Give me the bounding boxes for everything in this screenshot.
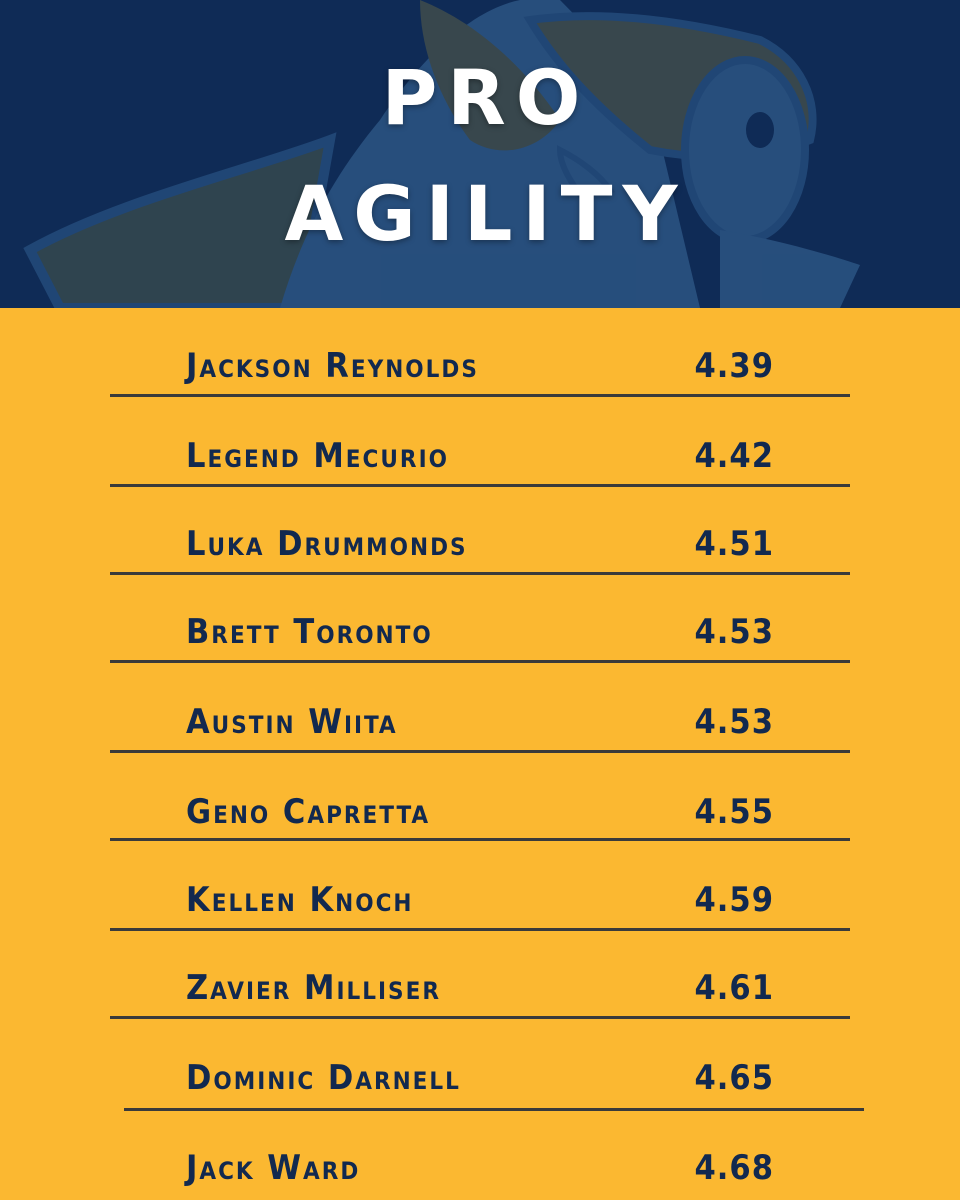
row-divider: [110, 750, 850, 753]
leaderboard-row: Geno Capretta 4.55: [0, 768, 960, 856]
header-banner: PRO AGILITY: [0, 0, 960, 308]
athlete-name: Legend Mecurio: [186, 436, 449, 476]
row-divider: [110, 1016, 850, 1019]
leaderboard-row: Luka Drummonds 4.51: [0, 500, 960, 588]
athlete-name: Dominic Darnell: [186, 1058, 461, 1098]
leaderboard-row: Brett Toronto 4.53: [0, 588, 960, 676]
leaderboard-row: Legend Mecurio 4.42: [0, 412, 960, 500]
athlete-name: Zavier Milliser: [186, 968, 441, 1008]
row-divider: [110, 660, 850, 663]
agility-time: 4.68: [694, 1148, 774, 1188]
title-line-agility: AGILITY: [284, 169, 688, 258]
athlete-name: Jack Ward: [186, 1148, 361, 1188]
athlete-name: Austin Wiita: [186, 702, 398, 742]
agility-time: 4.53: [694, 612, 774, 652]
leaderboard-panel: Jackson Reynolds 4.39 Legend Mecurio 4.42 Lu…: [0, 308, 960, 1200]
row-divider: [110, 484, 850, 487]
agility-time: 4.65: [694, 1058, 774, 1098]
agility-time: 4.39: [694, 346, 774, 386]
leaderboard-row: Zavier Milliser 4.61: [0, 944, 960, 1032]
title-line-pro: PRO: [381, 53, 591, 142]
athlete-name: Luka Drummonds: [186, 524, 468, 564]
athlete-name: Jackson Reynolds: [186, 346, 479, 386]
leaderboard-row: Kellen Knoch 4.59: [0, 856, 960, 944]
agility-time: 4.53: [694, 702, 774, 742]
row-divider: [110, 928, 850, 931]
leaderboard-row: Austin Wiita 4.53: [0, 678, 960, 766]
agility-time: 4.42: [694, 436, 774, 476]
agility-time: 4.61: [694, 968, 774, 1008]
leaderboard-row: Dominic Darnell 4.65: [0, 1034, 960, 1122]
row-divider: [124, 1108, 864, 1111]
athlete-name: Brett Toronto: [186, 612, 433, 652]
row-divider: [110, 572, 850, 575]
hornet-mascot-icon: [0, 0, 960, 308]
athlete-name: Geno Capretta: [186, 792, 431, 832]
leaderboard-row: Jack Ward 4.68: [0, 1124, 960, 1200]
agility-time: 4.51: [694, 524, 774, 564]
athlete-name: Kellen Knoch: [186, 880, 414, 920]
agility-time: 4.55: [694, 792, 774, 832]
row-divider: [110, 394, 850, 397]
agility-time: 4.59: [694, 880, 774, 920]
leaderboard-row: Jackson Reynolds 4.39: [0, 322, 960, 410]
row-divider: [110, 838, 850, 841]
